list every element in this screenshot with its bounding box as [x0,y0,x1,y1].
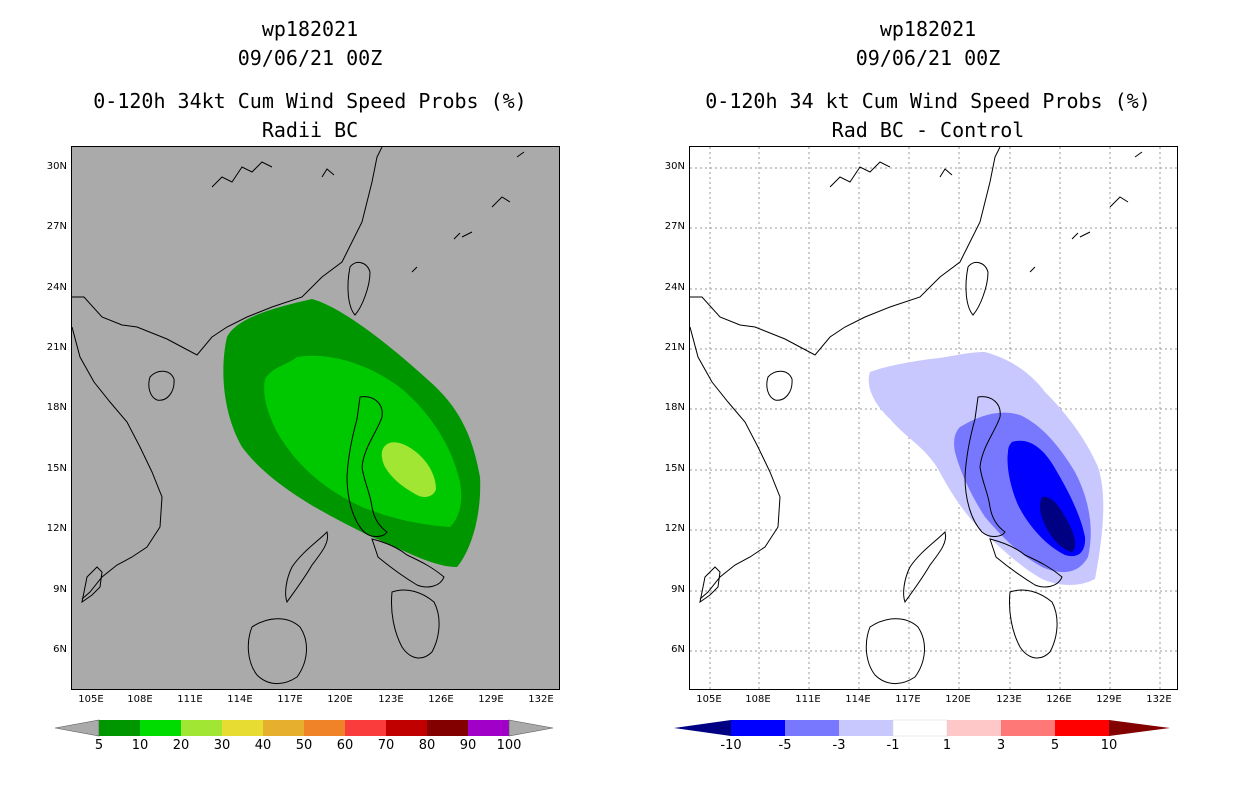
right-lon-label: 129E [1096,694,1122,705]
left-lon-label: 126E [428,694,454,705]
right-lon-label: 117E [895,694,921,705]
right-map-panel[interactable] [689,146,1178,690]
left-colorbar-swatch [263,720,304,736]
right-lon-label: 108E [745,694,771,705]
right-lon-label: 111E [795,694,821,705]
left-colorbar-label: 40 [254,738,272,753]
left-colorbar-label: 20 [172,738,190,753]
left-lat-label: 6N [53,644,67,655]
left-title-variant: Radii BC [261,118,359,142]
left-colorbar-swatch [222,720,263,736]
left-colorbar-swatch [181,720,222,736]
left-colorbar-low-arrow [55,719,100,737]
right-lat-label: 24N [664,282,685,293]
right-lat-label: 6N [671,644,685,655]
right-lat-label: 15N [664,463,685,474]
left-lon-label: 132E [528,694,554,705]
left-colorbar [55,719,554,737]
right-colorbar-label: 1 [942,738,952,753]
left-lat-label: 27N [46,221,67,232]
left-colorbar-swatch [468,720,509,736]
left-title-date: 09/06/21 00Z [237,46,383,70]
left-lon-label: 117E [277,694,303,705]
right-lon-label: 105E [696,694,722,705]
left-colorbar-swatch [345,720,386,736]
left-lon-label: 120E [327,694,353,705]
left-colorbar-swatch [386,720,427,736]
left-colorbar-label: 5 [94,738,104,753]
right-lat-label: 27N [664,221,685,232]
right-title-date: 09/06/21 00Z [855,46,1001,70]
left-prob-20pct [381,442,436,497]
left-colorbar-label: 100 [496,738,522,753]
left-lon-label: 105E [78,694,104,705]
right-title-variant: Rad BC - Control [831,118,1025,142]
right-coastlines [690,147,1143,684]
right-colorbar-swatch [839,720,893,736]
left-colorbar-swatch [304,720,345,736]
right-colorbar-label: -5 [778,738,792,753]
left-colorbar-label: 90 [459,738,477,753]
right-colorbar-label: 5 [1050,738,1060,753]
left-coastlines [72,147,525,684]
right-colorbar-high-arrow [1109,720,1170,736]
right-colorbar-swatch [785,720,839,736]
right-colorbar-swatch [731,720,785,736]
left-colorbar-label: 30 [213,738,231,753]
right-colorbar [674,719,1170,737]
left-lon-label: 108E [127,694,153,705]
left-colorbar-label: 50 [295,738,313,753]
right-diff-minus10 [1039,496,1076,552]
left-lat-label: 30N [46,161,67,172]
left-lon-label: 123E [378,694,404,705]
left-colorbar-swatch [140,720,181,736]
right-title-storm: wp182021 [879,17,977,41]
right-lat-label: 18N [664,402,685,413]
left-colorbar-label: 80 [418,738,436,753]
left-colorbar-label: 10 [131,738,149,753]
right-colorbar-swatch [1055,720,1109,736]
right-lat-label: 21N [664,342,685,353]
left-lon-label: 129E [478,694,504,705]
right-colorbar-label: 3 [996,738,1006,753]
left-lat-label: 15N [46,463,67,474]
right-colorbar-swatch [892,719,948,737]
right-lon-label: 126E [1046,694,1072,705]
right-title-product: 0-120h 34 kt Cum Wind Speed Probs (%) [705,89,1151,113]
right-lat-label: 12N [664,523,685,534]
left-lat-label: 21N [46,342,67,353]
left-lat-label: 18N [46,402,67,413]
left-lat-label: 9N [53,584,67,595]
right-colorbar-label: -3 [832,738,846,753]
right-lon-label: 114E [845,694,871,705]
left-title-storm: wp182021 [261,17,359,41]
left-colorbar-label: 60 [336,738,354,753]
left-map-panel[interactable] [71,146,560,690]
right-colorbar-label: 10 [1100,738,1118,753]
left-lat-label: 24N [46,282,67,293]
left-colorbar-swatch [427,720,468,736]
right-lon-label: 120E [945,694,971,705]
right-colorbar-swatch [947,720,1001,736]
left-lon-label: 111E [177,694,203,705]
right-lat-label: 9N [671,584,685,595]
right-lat-label: 30N [664,161,685,172]
right-colorbar-label: -10 [720,738,742,753]
left-title-product: 0-120h 34kt Cum Wind Speed Probs (%) [93,89,527,113]
right-lon-label: 123E [996,694,1022,705]
left-prob-10pct [264,355,462,527]
right-lon-label: 132E [1146,694,1172,705]
right-colorbar-swatch [1001,720,1055,736]
left-colorbar-label: 70 [377,738,395,753]
left-lat-label: 12N [46,523,67,534]
left-colorbar-swatch [99,720,140,736]
right-colorbar-low-arrow [674,720,731,736]
left-lon-label: 114E [227,694,253,705]
left-colorbar-high-arrow [508,719,554,737]
right-colorbar-label: -1 [886,738,900,753]
